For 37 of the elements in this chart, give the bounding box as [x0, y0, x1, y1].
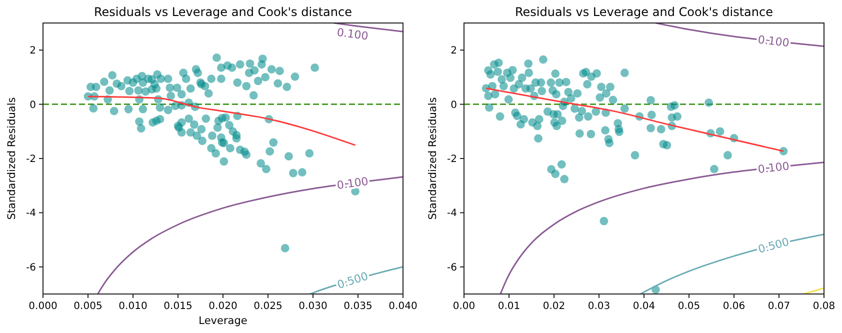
text: 0.100 [336, 26, 370, 43]
x-tick-label: 0.040 [388, 301, 418, 312]
y-axis-title: Standardized Residuals [6, 97, 18, 220]
x-tick-label: 0.015 [164, 301, 192, 312]
x-tick-label: 0.025 [254, 301, 282, 312]
x-tick-label: 0.05 [678, 301, 700, 312]
x-tick-label: 0.07 [768, 301, 790, 312]
x-tick-label: 0.020 [208, 301, 238, 312]
y-tick-label: -6 [26, 262, 36, 274]
chart-title: Residuals vs Leverage and Cook's distance [515, 5, 773, 19]
chart-title: Residuals vs Leverage and Cook's distance [94, 5, 352, 19]
x-tick-label: 0.030 [298, 301, 328, 312]
x-tick-label: 0.000 [28, 301, 58, 312]
y-tick-label: -6 [447, 262, 457, 274]
line-series [640, 234, 824, 294]
y-tick-label: 2 [450, 46, 457, 57]
x-tick-label: 0.005 [74, 301, 102, 312]
x-tick-label: 0.035 [344, 301, 372, 312]
x-axis-title: Leverage [198, 315, 248, 327]
y-tick-label: -4 [26, 208, 36, 220]
line-series [500, 162, 824, 294]
y-tick-label: -2 [447, 154, 457, 165]
x-tick-label: 0.02 [542, 301, 566, 312]
x-tick-label: 0.00 [452, 301, 476, 312]
y-tick-label: -4 [447, 208, 457, 220]
x-tick-label: 0.03 [588, 301, 610, 312]
y-tick-label: 0 [30, 100, 36, 111]
line-series [97, 176, 403, 294]
x-tick-label: 0.08 [812, 301, 836, 312]
x-tick-label: 0.01 [498, 301, 520, 312]
y-tick-label: 2 [30, 46, 36, 57]
y-tick-label: 0 [450, 100, 457, 111]
x-tick-label: 0.010 [118, 301, 148, 312]
x-tick-label: 0.06 [722, 301, 746, 312]
x-tick-label: 0.04 [632, 301, 656, 312]
y-tick-label: -2 [26, 154, 36, 165]
y-axis-title: Standardized Residuals [427, 97, 439, 220]
